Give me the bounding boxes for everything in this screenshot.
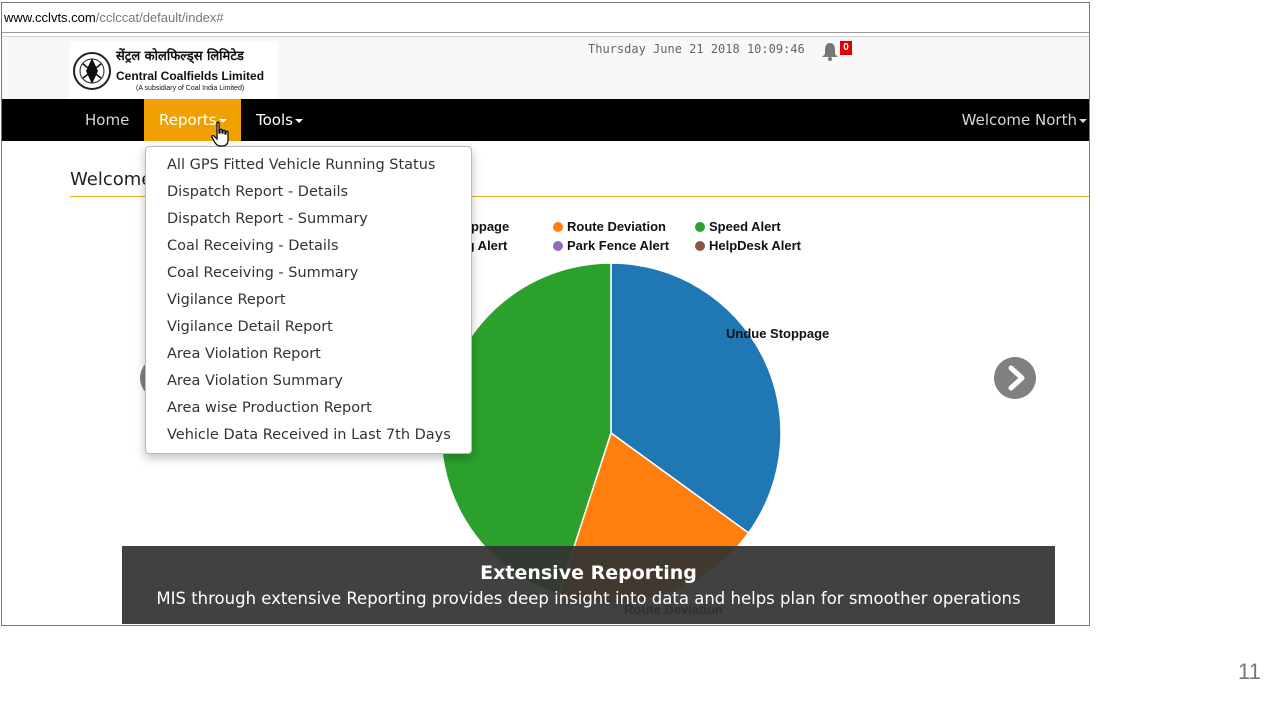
- menu-item-vigilance-report[interactable]: Vigilance Report: [167, 292, 286, 308]
- site-header: सेंट्रल कोलफिल्ड्स लिमिटेड Central Coalf…: [2, 36, 1089, 100]
- menu-item-area-production[interactable]: Area wise Production Report: [167, 400, 372, 416]
- browser-window: www.cclvts.com/cclccat/default/index# से…: [1, 2, 1090, 626]
- caret-down-icon: [218, 118, 227, 123]
- caret-down-icon: [1079, 118, 1087, 123]
- legend-item[interactable]: HelpDesk Alert: [695, 238, 801, 253]
- legend-item[interactable]: Park Fence Alert: [553, 238, 669, 253]
- legend-label: Route Deviation: [567, 219, 666, 234]
- nav-tools-label: Tools: [256, 111, 293, 129]
- legend-label: Park Fence Alert: [567, 238, 670, 253]
- legend-label: Speed Alert: [709, 219, 781, 234]
- nav-tools-dropdown[interactable]: Tools: [241, 99, 318, 141]
- menu-item-vigilance-detail[interactable]: Vigilance Detail Report: [167, 319, 333, 335]
- caret-down-icon: [294, 118, 303, 123]
- company-logo[interactable]: सेंट्रल कोलफिल्ड्स लिमिटेड Central Coalf…: [70, 41, 278, 99]
- logo-hindi-text: सेंट्रल कोलफिल्ड्स लिमिटेड: [116, 49, 244, 64]
- caption-title: Extensive Reporting: [480, 562, 697, 584]
- notification-bell-icon[interactable]: [820, 41, 840, 61]
- logo-subtitle: (A subsidiary of Coal India Limited): [136, 85, 245, 92]
- main-navbar: Home Reports Tools Welcome North: [2, 99, 1089, 141]
- slide-number: 11: [1238, 659, 1261, 684]
- nav-reports-label: Reports: [159, 111, 217, 129]
- page-title: Welcome: [70, 169, 153, 190]
- current-datetime: Thursday June 21 2018 10:09:46: [588, 42, 805, 56]
- pie-slice-label: Undue Stoppage: [726, 326, 829, 341]
- carousel-caption: Extensive Reporting MIS through extensiv…: [122, 546, 1055, 624]
- user-menu-label: Welcome North: [961, 111, 1077, 129]
- menu-item-dispatch-details[interactable]: Dispatch Report - Details: [167, 184, 349, 200]
- caption-text: MIS through extensive Reporting provides…: [156, 589, 1021, 608]
- legend-swatch: [695, 222, 705, 232]
- menu-item-coal-receiving-details[interactable]: Coal Receiving - Details: [167, 238, 339, 254]
- title-divider: [70, 196, 1089, 197]
- legend-item[interactable]: Route Deviation: [553, 219, 666, 234]
- menu-item-area-violation-report[interactable]: Area Violation Report: [167, 346, 321, 362]
- carousel-next-icon[interactable]: [994, 357, 1036, 399]
- hand-cursor-icon: [211, 121, 229, 147]
- legend-swatch: [553, 241, 563, 251]
- menu-item-coal-receiving-summary[interactable]: Coal Receiving - Summary: [167, 265, 359, 281]
- user-menu[interactable]: Welcome North: [947, 99, 1089, 141]
- reports-dropdown-menu: All GPS Fitted Vehicle Running Status Di…: [145, 146, 472, 454]
- pie-slice-undue-stoppage[interactable]: [610, 262, 782, 534]
- nav-home[interactable]: Home: [70, 99, 144, 141]
- address-bar[interactable]: www.cclvts.com/cclccat/default/index#: [2, 3, 1089, 33]
- legend-item[interactable]: Speed Alert: [695, 219, 781, 234]
- logo-english-text: Central Coalfields Limited: [116, 69, 265, 83]
- legend-swatch: [553, 222, 563, 232]
- menu-item-area-violation-summary[interactable]: Area Violation Summary: [167, 373, 343, 389]
- nav-home-label: Home: [85, 111, 130, 129]
- coal-india-emblem-icon: [73, 52, 111, 90]
- legend-label: HelpDesk Alert: [709, 238, 801, 253]
- menu-item-vehicle-data-7days[interactable]: Vehicle Data Received in Last 7th Days: [167, 427, 451, 443]
- menu-item-dispatch-summary[interactable]: Dispatch Report - Summary: [167, 211, 368, 227]
- notification-count-badge[interactable]: 0: [840, 41, 852, 55]
- url-text[interactable]: www.cclvts.com/cclccat/default/index#: [4, 10, 224, 25]
- legend-swatch: [695, 241, 705, 251]
- menu-item-gps-running-status[interactable]: All GPS Fitted Vehicle Running Status: [167, 157, 436, 173]
